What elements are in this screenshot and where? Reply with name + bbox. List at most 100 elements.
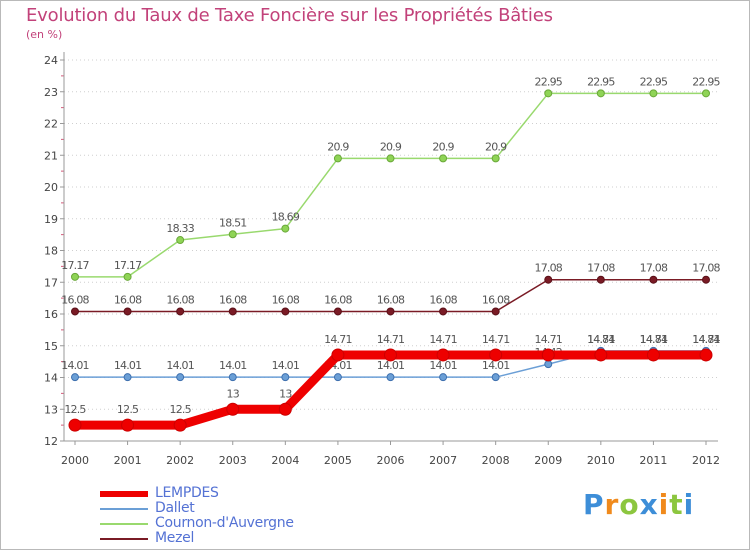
legend-item-cournon[interactable]: Cournon-d'Auvergne: [100, 515, 340, 532]
data-point-cournon-d-auvergne: [176, 236, 185, 245]
data-point-mezel: [702, 275, 710, 284]
data-point-cournon-d-auvergne: [596, 89, 605, 98]
x-tick-label: 2010: [587, 454, 615, 467]
data-point-mezel: [544, 275, 553, 284]
data-label-dallet: 14.84: [692, 333, 720, 346]
data-point-cournon-d-auvergne: [386, 154, 395, 163]
data-point-dallet: [123, 373, 132, 382]
data-label-mezel: 17.08: [640, 262, 668, 275]
y-tick-label: 22: [44, 118, 58, 131]
data-label-dallet: 14.01: [377, 359, 405, 372]
y-tick-label: 15: [44, 340, 58, 353]
data-point-lempdes: [384, 348, 397, 362]
data-label-lempdes: 14.71: [377, 333, 405, 346]
data-point-cournon-d-auvergne: [333, 154, 342, 163]
data-label-dallet: 14.01: [482, 359, 510, 372]
data-point-cournon-d-auvergne: [281, 224, 290, 233]
data-label-cournon-d-auvergne: 22.95: [692, 75, 720, 88]
data-point-lempdes: [699, 348, 713, 362]
y-tick-label: 20: [44, 181, 58, 194]
data-point-cournon-d-auvergne: [228, 230, 237, 239]
data-point-lempdes: [173, 418, 187, 432]
data-point-mezel: [596, 275, 605, 284]
data-label-lempdes: 13: [227, 387, 240, 400]
data-label-cournon-d-auvergne: 18.69: [272, 211, 300, 224]
data-label-mezel: 16.08: [377, 293, 405, 306]
data-point-mezel: [491, 307, 500, 316]
data-point-cournon-d-auvergne: [123, 272, 132, 281]
y-tick-label: 16: [44, 308, 58, 321]
legend-label-dallet: Dallet: [155, 500, 195, 516]
data-point-mezel: [649, 275, 658, 284]
y-tick-label: 14: [44, 372, 58, 385]
logo-letter: i: [683, 488, 695, 521]
legend-label-cournon: Cournon-d'Auvergne: [155, 515, 294, 531]
data-label-lempdes: 14.71: [482, 333, 510, 346]
legend-label-lempdes: LEMPDES: [155, 485, 219, 501]
data-point-cournon-d-auvergne: [71, 272, 79, 281]
data-label-mezel: 16.08: [324, 293, 352, 306]
data-label-dallet: 14.01: [114, 359, 142, 372]
data-point-lempdes: [541, 348, 555, 362]
data-point-cournon-d-auvergne: [544, 89, 553, 98]
data-label-mezel: 16.08: [482, 293, 510, 306]
data-label-mezel: 17.08: [587, 262, 615, 275]
data-point-mezel: [386, 307, 395, 316]
data-label-lempdes: 12.5: [170, 403, 192, 416]
y-tick-label: 13: [44, 403, 58, 416]
data-label-dallet: 14.01: [272, 359, 300, 372]
legend-item-mezel[interactable]: Mezel: [100, 530, 340, 547]
data-label-mezel: 16.08: [166, 293, 194, 306]
data-label-lempdes: 14.71: [692, 333, 720, 346]
x-tick-label: 2005: [324, 454, 352, 467]
x-tick-label: 2008: [482, 454, 510, 467]
y-tick-label: 12: [44, 435, 58, 448]
data-point-mezel: [333, 307, 342, 316]
data-point-mezel: [123, 307, 132, 316]
logo-letter: x: [639, 488, 659, 521]
y-tick-label: 21: [44, 149, 58, 162]
legend-item-dallet[interactable]: Dallet: [100, 500, 340, 517]
data-label-dallet: 14.01: [429, 359, 457, 372]
data-label-dallet: 14.84: [587, 333, 615, 346]
data-label-cournon-d-auvergne: 18.33: [166, 222, 194, 235]
logo-letter: t: [669, 488, 684, 521]
data-point-mezel: [439, 307, 448, 316]
data-point-cournon-d-auvergne: [702, 89, 710, 98]
x-tick-label: 2007: [429, 454, 457, 467]
legend-swatch-cournon: [100, 523, 148, 525]
data-point-dallet: [386, 373, 395, 382]
data-label-cournon-d-auvergne: 17.17: [61, 259, 89, 272]
data-label-lempdes: 14.71: [640, 333, 668, 346]
data-label-dallet: 14.01: [166, 359, 194, 372]
legend-label-mezel: Mezel: [155, 530, 195, 546]
x-tick-label: 2009: [534, 454, 562, 467]
data-label-lempdes: 12.5: [117, 403, 139, 416]
data-point-mezel: [176, 307, 185, 316]
data-label-dallet: 14.84: [640, 333, 668, 346]
x-tick-label: 2012: [692, 454, 720, 467]
data-label-cournon-d-auvergne: 20.9: [380, 140, 402, 153]
data-label-lempdes: 13: [279, 387, 292, 400]
x-tick-label: 2011: [639, 454, 667, 467]
legend-item-lempdes[interactable]: LEMPDES: [100, 485, 340, 502]
data-point-mezel: [228, 307, 237, 316]
data-point-lempdes: [331, 348, 345, 362]
data-point-mezel: [281, 307, 290, 316]
logo-letter: P: [583, 488, 605, 521]
data-label-mezel: 16.08: [114, 293, 142, 306]
logo-letter: i: [658, 488, 670, 521]
proxiti-logo: Proxiti: [583, 488, 694, 521]
data-point-mezel: [71, 307, 79, 316]
y-tick-label: 18: [44, 245, 58, 258]
x-tick-label: 2002: [166, 454, 194, 467]
data-point-lempdes: [121, 418, 135, 432]
chart-title: Evolution du Taux de Taxe Foncière sur l…: [26, 5, 553, 26]
data-point-dallet: [439, 373, 448, 382]
data-label-lempdes: 14.71: [535, 333, 563, 346]
data-point-lempdes: [594, 348, 608, 362]
x-tick-label: 2000: [61, 454, 89, 467]
data-point-dallet: [71, 373, 79, 382]
x-tick-label: 2003: [219, 454, 247, 467]
data-label-dallet: 14.01: [219, 359, 247, 372]
